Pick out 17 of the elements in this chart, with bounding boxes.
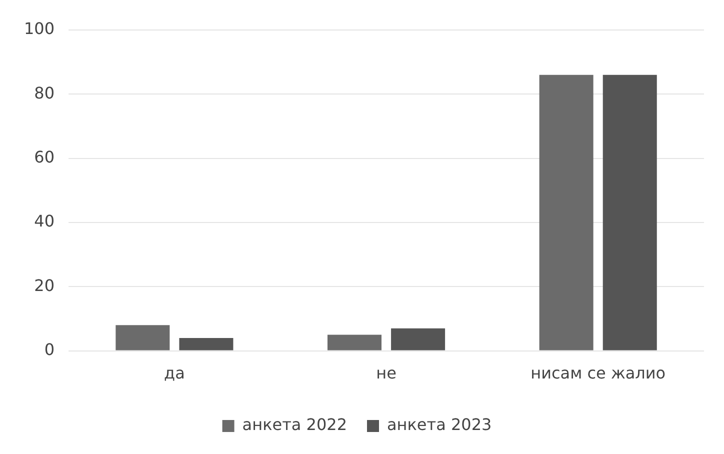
y-tick-label: 20 <box>34 276 55 295</box>
bar <box>539 74 594 350</box>
y-tick-label: 80 <box>34 83 55 102</box>
y-tick-label: 60 <box>34 147 55 166</box>
legend-label: анкета 2023 <box>387 415 492 434</box>
bar <box>179 338 234 350</box>
x-tick-label: не <box>376 364 396 383</box>
bar <box>391 328 446 350</box>
x-tick-label: нисам се жалио <box>530 364 666 383</box>
bar <box>602 74 657 350</box>
bar <box>327 334 382 350</box>
bar <box>116 325 170 350</box>
legend-label: анкета 2022 <box>242 415 347 434</box>
y-tick-label: 0 <box>44 340 55 359</box>
y-tick-label: 40 <box>34 212 55 231</box>
y-tick-label: 100 <box>24 19 55 38</box>
x-tick-label: да <box>164 364 185 383</box>
